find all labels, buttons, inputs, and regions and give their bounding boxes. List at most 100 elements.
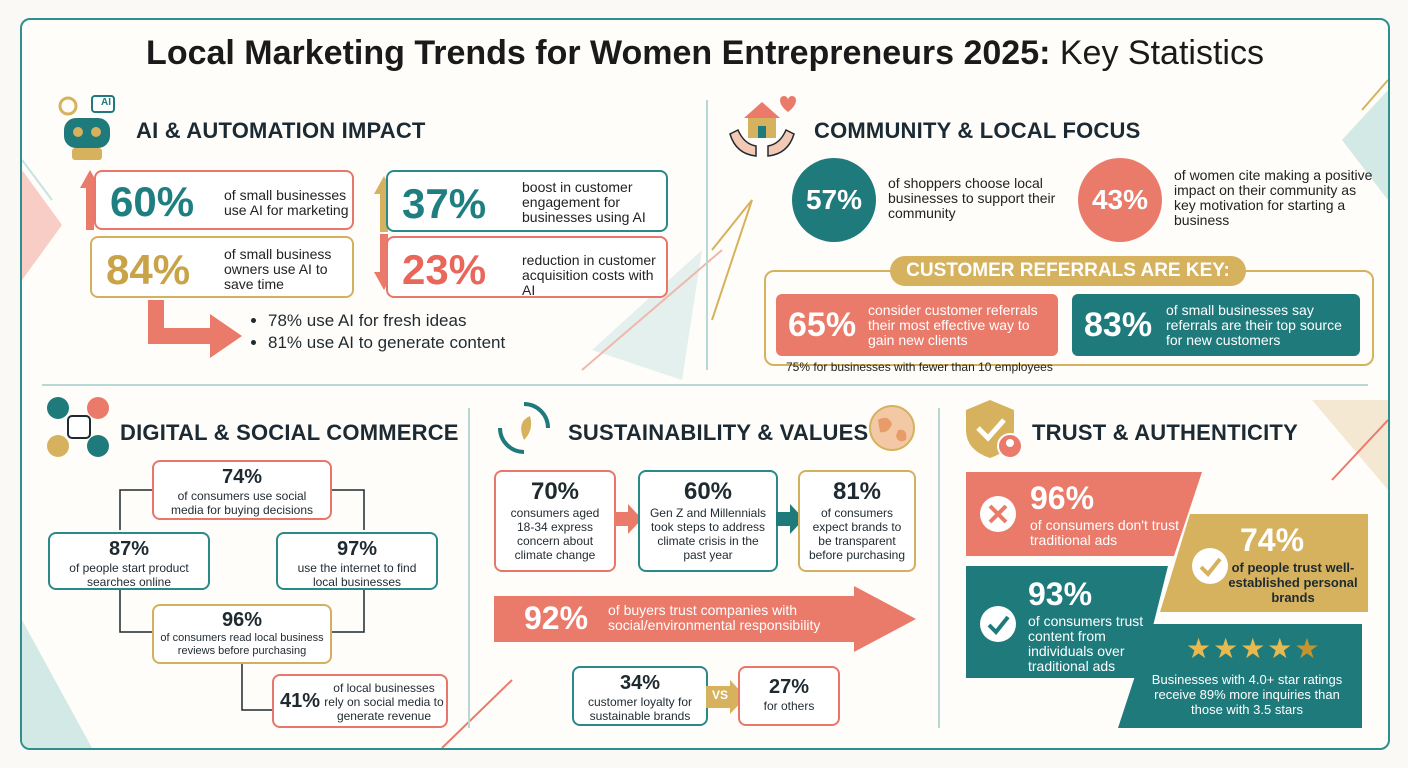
x-circle-icon xyxy=(980,496,1016,532)
trust-stat-93-value: 93% xyxy=(1028,576,1093,612)
sustain-stat-70: 70% consumers aged 18-34 express concern… xyxy=(494,470,616,572)
community-stat-57-text: of shoppers choose local businesses to s… xyxy=(888,175,1056,221)
digital-flow-connectors xyxy=(119,489,365,711)
arrow-right-teal-icon xyxy=(776,504,804,534)
sustain-loyalty-34-text: customer loyalty for sustainable brands xyxy=(587,695,693,723)
decorative-triangles xyxy=(22,79,1388,748)
infographic-frame: Local Marketing Trends for Women Entrepr… xyxy=(20,18,1390,750)
recycle-leaf-icon xyxy=(498,402,550,454)
ai-bullet-item: 78% use AI for fresh ideas xyxy=(268,310,505,332)
digital-stat-41: 41% of local businesses rely on social m… xyxy=(272,674,448,728)
sustain-arrow-text: of buyers trust companies with social/en… xyxy=(608,602,821,633)
vertical-divider-left xyxy=(468,408,470,728)
sustain-loyalty-34-value: 34% xyxy=(619,672,661,694)
ai-stat-23-value: 23% xyxy=(402,246,487,293)
robot-icon xyxy=(58,95,115,160)
community-stat-43-text: of women cite making a positive impact o… xyxy=(1174,167,1373,228)
bent-arrow-icon xyxy=(148,300,242,358)
community-stat-57-value: 57% xyxy=(805,184,863,215)
sustain-stat-60: 60% Gen Z and Millennials took steps to … xyxy=(638,470,778,572)
sustain-others-27-text: for others xyxy=(763,699,815,713)
referrals-banner: CUSTOMER REFERRALS ARE KEY: xyxy=(890,256,1246,286)
referral-stat-83-text: of small businesses say referrals are th… xyxy=(1166,302,1342,348)
arrow-right-red-icon xyxy=(614,504,642,534)
page-title: Local Marketing Trends for Women Entrepr… xyxy=(146,34,1264,72)
community-stat-43-value: 43% xyxy=(1091,184,1149,215)
digital-stat-87-value: 87% xyxy=(108,538,150,560)
trust-rating-text: Businesses with 4.0+ star ratings receiv… xyxy=(1151,672,1343,717)
referral-stat-65-value: 65% xyxy=(788,306,857,344)
digital-stat-41-text: of local businesses rely on social media… xyxy=(324,681,444,723)
digital-stat-97-value: 97% xyxy=(336,538,378,560)
ai-stat-60: 60% of small businesses use AI for marke… xyxy=(94,170,354,230)
digital-section-title: DIGITAL & SOCIAL COMMERCE xyxy=(120,420,459,445)
ai-bullet-item: 81% use AI to generate content xyxy=(268,332,505,354)
trust-stat-74-text: of people trust well-established persona… xyxy=(1228,560,1358,605)
referrals-footnote: 75% for businesses with fewer than 10 em… xyxy=(786,360,1053,374)
digital-stat-96-value: 96% xyxy=(221,609,263,631)
sustain-stat-81: 81% of consumers expect brands to be tra… xyxy=(798,470,916,572)
community-stat-57-circle: 57% xyxy=(792,158,876,242)
digital-stat-87-text: of people start product searches online xyxy=(69,561,189,589)
referral-stat-83: 83% of small businesses say referrals ar… xyxy=(1072,294,1360,356)
vertical-divider-right xyxy=(938,408,940,728)
ai-section-title: AI & AUTOMATION IMPACT xyxy=(136,118,426,143)
sustain-stat-70-value: 70% xyxy=(530,478,580,505)
digital-stat-97-text: use the internet to find local businesse… xyxy=(297,561,417,589)
social-commerce-icon xyxy=(47,397,109,457)
sustain-others-27: 27% for others xyxy=(738,666,840,726)
ai-stat-84: 84% of small business owners use AI to s… xyxy=(90,236,354,298)
ai-stat-23-text: reduction in customer acquisition costs … xyxy=(522,252,656,298)
sustain-loyalty-34: 34% customer loyalty for sustainable bra… xyxy=(572,666,708,726)
sustain-stat-81-value: 81% xyxy=(832,478,882,505)
trust-stat-96-text: of consumers don't trust traditional ads xyxy=(1030,517,1179,548)
referral-stat-83-value: 83% xyxy=(1084,306,1153,344)
digital-stat-74-text: of consumers use social media for buying… xyxy=(170,489,314,517)
sustain-stat-60-value: 60% xyxy=(683,478,733,505)
ai-stat-23: 23% reduction in customer acquisition co… xyxy=(386,236,668,298)
check-circle-teal-icon xyxy=(980,606,1016,642)
vs-arrow xyxy=(706,680,746,714)
ai-stat-84-value: 84% xyxy=(106,246,191,293)
digital-stat-87: 87% of people start product searches onl… xyxy=(48,532,210,590)
trust-rating-bg xyxy=(1118,624,1362,728)
sustain-section-title: SUSTAINABILITY & VALUES xyxy=(568,420,869,445)
referral-stat-65: 65% consider customer referrals their mo… xyxy=(776,294,1058,356)
ai-stat-37-value: 37% xyxy=(402,180,487,227)
trust-section-title: TRUST & AUTHENTICITY xyxy=(1032,420,1298,445)
trust-stat-74-value: 74% xyxy=(1240,522,1305,558)
ai-icon-label: AI xyxy=(101,97,111,108)
ai-stat-60-text: of small businesses use AI for marketing xyxy=(224,187,349,218)
digital-stat-74-value: 74% xyxy=(221,466,263,488)
digital-stat-96: 96% of consumers read local business rev… xyxy=(152,604,332,664)
ai-stat-37: 37% boost in customer engagement for bus… xyxy=(386,170,668,232)
digital-stat-97: 97% use the internet to find local busin… xyxy=(276,532,438,590)
community-section-title: COMMUNITY & LOCAL FOCUS xyxy=(814,118,1141,143)
sustain-others-27-value: 27% xyxy=(768,676,810,698)
ai-stat-37-text: boost in customer engagement for busines… xyxy=(522,179,646,225)
digital-stat-74: 74% of consumers use social media for bu… xyxy=(152,460,332,520)
check-circle-gold-icon xyxy=(1192,548,1228,584)
star-rating-icons: ★★★★★ xyxy=(1186,633,1322,664)
shield-check-icon xyxy=(966,400,1023,459)
horizontal-divider xyxy=(42,384,1368,386)
sustain-stat-60-text: Gen Z and Millennials took steps to addr… xyxy=(649,506,767,562)
sustain-stat-81-text: of consumers expect brands to be transpa… xyxy=(808,506,906,562)
digital-stat-96-text: of consumers read local business reviews… xyxy=(160,632,324,657)
vs-label: VS xyxy=(712,688,729,702)
trust-stat-93-bg xyxy=(966,566,1168,678)
community-stat-43-circle: 43% xyxy=(1078,158,1162,242)
globe-icon xyxy=(869,405,915,451)
trust-stat-74-bg xyxy=(1160,514,1368,612)
trust-stat-96-value: 96% xyxy=(1030,480,1095,516)
trust-stat-96-bg xyxy=(966,472,1202,556)
ai-bullet-list: 78% use AI for fresh ideas 81% use AI to… xyxy=(250,310,505,354)
hands-house-icon xyxy=(729,96,796,157)
trust-stat-93-text: of consumers trust content from individu… xyxy=(1028,613,1144,674)
sustain-arrow-value: 92% xyxy=(524,600,589,636)
ai-stat-84-text: of small business owners use AI to save … xyxy=(224,246,332,292)
trust-arrow-banner xyxy=(494,586,916,652)
digital-stat-41-value: 41% xyxy=(280,690,321,712)
referral-stat-65-text: consider customer referrals their most e… xyxy=(868,302,1038,348)
ai-stat-60-value: 60% xyxy=(110,178,195,225)
